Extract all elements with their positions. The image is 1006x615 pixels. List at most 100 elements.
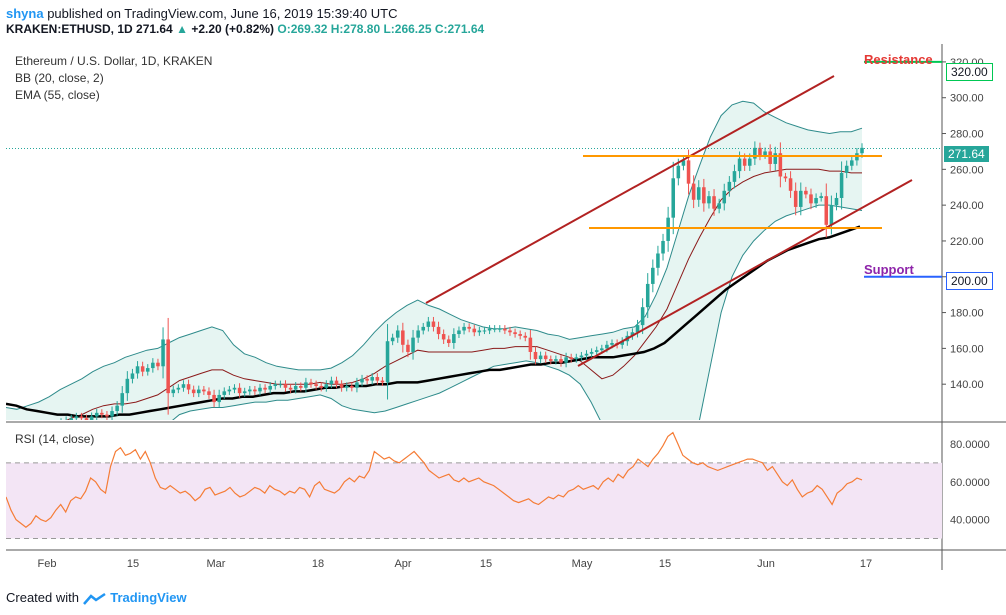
candle-body <box>171 389 176 394</box>
published-text: published on TradingView.com, June 16, 2… <box>47 6 398 21</box>
candle <box>65 416 67 420</box>
candle <box>242 387 247 397</box>
candle <box>385 324 390 400</box>
candle-body <box>513 332 517 335</box>
candle <box>135 361 140 379</box>
candle <box>314 380 318 390</box>
candle-body <box>130 373 135 379</box>
candle-body <box>401 330 405 345</box>
candle <box>130 368 135 384</box>
candle <box>768 144 772 172</box>
candle <box>406 339 410 358</box>
candle-body <box>829 205 834 225</box>
rsi-tick-label: 60.0000 <box>950 477 990 489</box>
candle <box>549 355 553 365</box>
candle <box>140 361 145 377</box>
candle-body <box>446 339 451 344</box>
candle-body <box>416 330 420 338</box>
candle <box>401 322 405 353</box>
bb-fill <box>6 101 862 420</box>
candle-body <box>656 253 660 268</box>
tradingview-brand[interactable]: TradingView <box>110 590 187 605</box>
candle-body <box>793 190 798 207</box>
candle <box>115 401 119 416</box>
candle-body <box>860 147 864 154</box>
change-arrow-icon: ▲ <box>176 22 188 36</box>
candle <box>834 192 839 211</box>
ema-legend: EMA (55, close) <box>15 88 100 102</box>
candle-body <box>431 321 436 327</box>
candle <box>186 379 191 395</box>
time-tick-label: Apr <box>394 558 411 570</box>
candle-body <box>299 385 303 388</box>
candle <box>804 186 808 199</box>
candle-body <box>497 328 502 330</box>
candle <box>783 172 788 182</box>
time-tick-label: Jun <box>757 558 775 570</box>
candle <box>702 178 706 212</box>
candle-body <box>676 165 681 179</box>
candle <box>416 325 420 343</box>
candle-body <box>421 326 426 331</box>
time-tick-label: Mar <box>207 558 226 570</box>
candle-body <box>492 328 497 330</box>
candle-body <box>207 391 211 395</box>
candle-body <box>814 197 818 204</box>
candle-body <box>589 351 594 354</box>
candle-body <box>232 387 237 390</box>
candle <box>421 322 426 335</box>
candle <box>656 245 660 276</box>
rsi-tick-label: 80.0000 <box>950 439 990 451</box>
candle <box>850 155 854 171</box>
candle <box>431 316 436 332</box>
bb-lower-band <box>172 204 863 420</box>
candle <box>523 332 528 342</box>
candle <box>533 346 538 365</box>
candle-body <box>691 183 696 200</box>
candle <box>497 325 502 333</box>
support-price-tag: 200.00 <box>946 272 993 290</box>
ema-line <box>6 225 861 418</box>
candle-body <box>758 147 762 156</box>
tradingview-logo-icon <box>82 592 106 605</box>
candle-body <box>778 153 783 177</box>
candle <box>145 364 150 376</box>
candle-body <box>54 424 58 426</box>
candle-body <box>222 391 227 395</box>
candle-body <box>365 378 369 381</box>
candle-body <box>288 387 293 390</box>
candle-body <box>559 359 563 363</box>
footer: Created with TradingView <box>6 590 187 606</box>
candle-body <box>278 384 283 386</box>
candle-body <box>783 176 788 179</box>
candle-body <box>186 384 191 390</box>
time-tick-label: 15 <box>127 558 139 570</box>
candle-body <box>610 343 614 345</box>
candle <box>528 329 533 360</box>
price-tick-label: 280.00 <box>950 129 984 141</box>
candle-body <box>74 416 79 419</box>
candle <box>202 385 206 395</box>
candle <box>212 389 216 408</box>
candle <box>125 371 130 401</box>
candle <box>258 383 262 396</box>
candle <box>8 440 12 449</box>
candle <box>651 259 655 293</box>
candle <box>819 192 823 202</box>
candle-body <box>370 377 375 381</box>
candle <box>395 325 400 343</box>
candle <box>375 373 380 385</box>
price-tick-label: 180.00 <box>950 308 984 320</box>
candle-body <box>686 160 691 184</box>
candle-body <box>69 418 73 420</box>
candle <box>793 182 798 216</box>
candle-body <box>600 348 604 351</box>
time-tick-label: 17 <box>860 558 872 570</box>
candle <box>171 385 176 398</box>
candle-body <box>472 328 477 333</box>
author-name[interactable]: shyna <box>6 6 44 21</box>
candle-body <box>717 203 721 209</box>
candle-body <box>100 412 104 415</box>
candle-body <box>487 328 492 331</box>
